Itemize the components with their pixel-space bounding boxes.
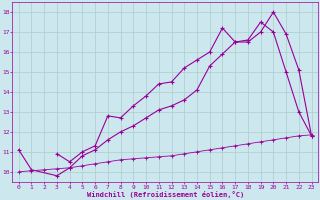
X-axis label: Windchill (Refroidissement éolien,°C): Windchill (Refroidissement éolien,°C) <box>86 191 244 198</box>
